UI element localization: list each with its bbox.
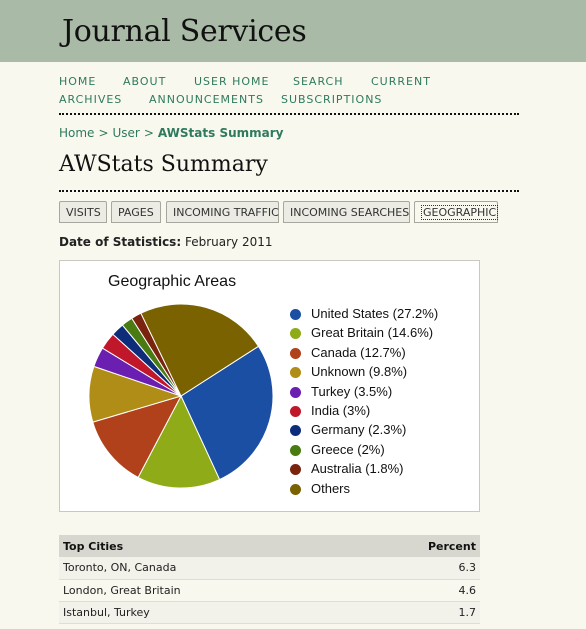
city-cell: London, Great Britain: [59, 579, 351, 602]
table-row: Toronto, ON, Canada 6.3: [59, 557, 480, 580]
nav-search[interactable]: SEARCH: [293, 75, 344, 88]
percent-cell: 6.3: [350, 557, 480, 580]
tab-label: PAGES: [118, 206, 154, 219]
pie-slice: [137, 394, 221, 489]
column-header-percent: Percent: [350, 535, 480, 557]
tab-label: GEOGRAPHIC: [421, 205, 499, 220]
tab-label: INCOMING SEARCHES: [290, 206, 410, 219]
legend-swatch: [290, 483, 301, 495]
legend-label: Germany (2.3%): [311, 422, 407, 438]
legend-label: Unknown (9.8%): [311, 364, 408, 380]
table-row: Istanbul, Turkey 1.7: [59, 601, 480, 624]
legend-swatch: [290, 444, 301, 456]
breadcrumb-current[interactable]: AWStats Summary: [157, 126, 284, 140]
breadcrumb-separator: >: [98, 126, 109, 140]
tab-incoming-searches[interactable]: INCOMING SEARCHES: [283, 201, 410, 223]
date-value: February 2011: [184, 235, 273, 249]
legend-swatch: [290, 386, 301, 398]
city-cell: Istanbul, Turkey: [59, 601, 351, 624]
legend-label: Australia (1.8%): [311, 461, 404, 477]
title-divider: [59, 190, 519, 192]
tab-pages[interactable]: PAGES: [111, 201, 161, 223]
legend-swatch: [290, 464, 301, 476]
date-label: Date of Statistics:: [59, 235, 182, 249]
pie-slice: [92, 395, 182, 479]
tab-incoming-traffic[interactable]: INCOMING TRAFFIC: [166, 201, 279, 223]
percent-cell: 1.7: [350, 601, 480, 624]
nav-current[interactable]: CURRENT: [371, 75, 431, 88]
legend-label: India (3%): [311, 403, 371, 418]
nav-announcements[interactable]: ANNOUNCEMENTS: [149, 93, 264, 106]
legend-label: Turkey (3.5%): [311, 383, 393, 399]
breadcrumb-user[interactable]: User: [112, 126, 140, 140]
tab-label: INCOMING TRAFFIC: [173, 206, 279, 219]
legend-swatch: [290, 328, 301, 340]
tab-visits[interactable]: VISITS: [59, 201, 107, 223]
legend-swatch: [290, 347, 301, 359]
legend-swatch: [290, 425, 301, 437]
top-cities-table: Top Cities Percent Toronto, ON, Canada 6…: [59, 535, 480, 624]
nav-archives[interactable]: ARCHIVES: [59, 93, 123, 106]
site-header: Journal Services: [0, 0, 586, 62]
nav-home[interactable]: HOME: [59, 75, 97, 88]
breadcrumb: Home > User > AWStats Summary: [59, 126, 283, 140]
legend-label: Great Britain (14.6%): [311, 325, 434, 341]
site-title[interactable]: Journal Services: [62, 14, 307, 49]
legend-swatch: [290, 309, 301, 320]
tab-label: VISITS: [66, 206, 101, 219]
pie-slice: [140, 303, 260, 397]
nav-divider: [59, 113, 519, 115]
tab-geographic[interactable]: GEOGRAPHIC: [414, 201, 499, 223]
nav-about[interactable]: ABOUT: [123, 75, 167, 88]
page-title: AWStats Summary: [59, 152, 268, 177]
legend-swatch: [290, 406, 301, 417]
legend-swatch: [290, 367, 301, 379]
legend-label: United States (27.2%): [311, 306, 439, 321]
percent-cell: 4.6: [350, 579, 480, 602]
pie-chart: [88, 303, 274, 489]
geographic-chart: Geographic Areas United States (27.2%) Gr…: [59, 260, 480, 512]
statistics-date: Date of Statistics: February 2011: [59, 235, 273, 249]
nav-user-home[interactable]: USER HOME: [194, 75, 270, 88]
nav-subscriptions[interactable]: SUBSCRIPTIONS: [281, 93, 383, 106]
legend-label: Greece (2%): [311, 441, 385, 457]
table-row: London, Great Britain 4.6: [59, 579, 480, 602]
breadcrumb-home[interactable]: Home: [59, 126, 95, 140]
column-header-city: Top Cities: [59, 535, 351, 557]
breadcrumb-separator: >: [143, 126, 154, 140]
pie-slice: [180, 345, 274, 481]
legend-label: Canada (12.7%): [311, 344, 406, 360]
city-cell: Toronto, ON, Canada: [59, 557, 351, 580]
table-header-row: Top Cities Percent: [59, 535, 480, 557]
legend-label: Others: [311, 480, 351, 496]
chart-title: Geographic Areas: [108, 273, 237, 290]
